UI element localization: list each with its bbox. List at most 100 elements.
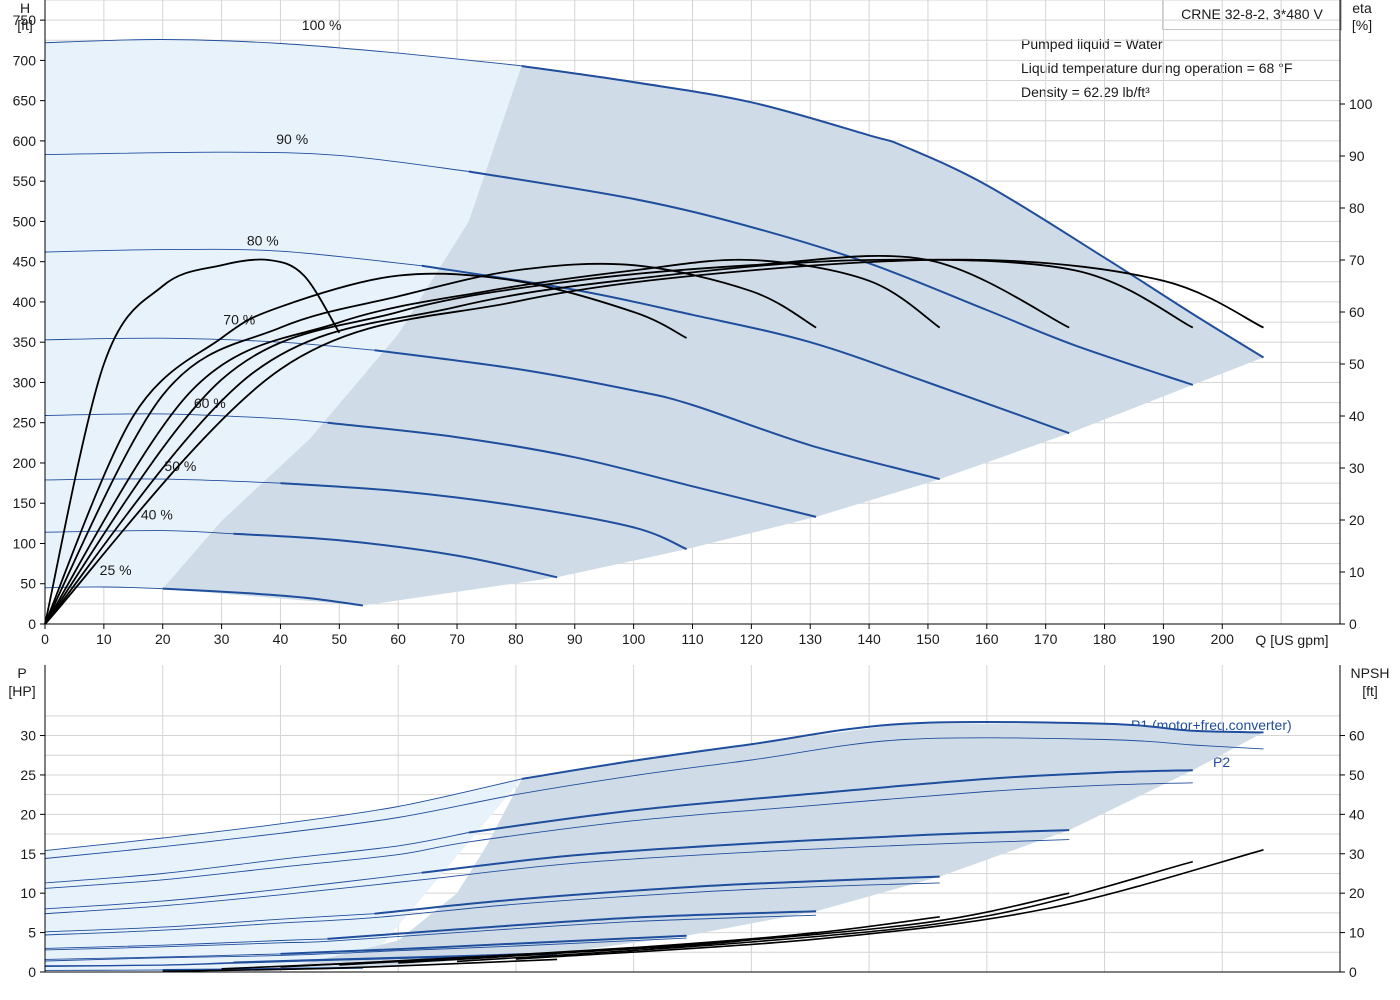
p1-curve <box>468 769 1193 834</box>
y-tick-label: 350 <box>13 334 37 350</box>
x-tick-label: 120 <box>740 631 764 647</box>
x-tick-label: 30 <box>214 631 230 647</box>
title-box: CRNE 32-8-2, 3*480 V <box>1162 0 1342 31</box>
speed-label: 40 % <box>141 506 173 522</box>
efficiency-curve <box>44 258 1194 625</box>
x-axis-label: Q [US gpm] <box>1255 632 1328 648</box>
y-tick-label: 100 <box>13 535 37 551</box>
p1-curve-extended <box>44 872 422 910</box>
y-tick-label: 750 <box>13 12 37 28</box>
y2-tick-label: 90 <box>1349 148 1365 164</box>
y2-axis-unit-percent: [%] <box>1352 17 1372 33</box>
y-tick-label: 450 <box>13 254 37 270</box>
y2-tick-label: 40 <box>1349 806 1365 822</box>
head-efficiency-plot: 100 %90 %80 %70 %60 %50 %40 %25 %0 10 20 30… <box>13 0 1373 647</box>
x-tick-label: 20 <box>155 631 171 647</box>
y2-tick-label: 30 <box>1349 460 1365 476</box>
speed-label: 80 % <box>247 233 279 249</box>
x-tick-label: 0 <box>41 631 49 647</box>
y2-tick-label: 60 <box>1349 304 1365 320</box>
speed-label: 50 % <box>164 458 196 474</box>
y-tick-label: 0 <box>28 964 36 980</box>
x-tick-label: 90 <box>567 631 583 647</box>
efficiency-curve <box>44 258 941 625</box>
x-tick-label: 40 <box>273 631 289 647</box>
y2-tick-label: 100 <box>1349 96 1373 112</box>
y2-tick-label: 20 <box>1349 512 1365 528</box>
speed-label: 90 % <box>276 131 308 147</box>
extended-range-region <box>45 778 522 971</box>
y-tick-label: 5 <box>28 925 36 941</box>
x-tick-label: 80 <box>508 631 524 647</box>
p2-curve <box>44 914 817 951</box>
y2-tick-label: 0 <box>1349 616 1357 632</box>
p1-curve-extended <box>44 962 234 967</box>
x-tick-label: 60 <box>390 631 406 647</box>
y-tick-label: 150 <box>13 495 37 511</box>
x-tick-label: 140 <box>857 631 881 647</box>
info-line-liquid: Pumped liquid = Water <box>1021 36 1163 52</box>
head-curve-extended <box>44 151 469 172</box>
x-tick-label: 170 <box>1034 631 1058 647</box>
y2-tick-label: 60 <box>1349 728 1365 744</box>
head-curve-extended <box>44 478 281 484</box>
info-line-temperature: Liquid temperature during operation = 68… <box>1021 60 1292 76</box>
y2-tick-label: 20 <box>1349 885 1365 901</box>
speed-label: 25 % <box>100 562 132 578</box>
power-axis-unit-hp: [HP] <box>8 683 35 699</box>
npsh-curve <box>162 958 558 972</box>
y2-tick-label: 50 <box>1349 767 1365 783</box>
y2-tick-label: 50 <box>1349 356 1365 372</box>
y-tick-label: 300 <box>13 374 37 390</box>
y-tick-label: 500 <box>13 213 37 229</box>
y-tick-label: 600 <box>13 133 37 149</box>
p1-curve-extended <box>44 938 328 949</box>
x-tick-label: 150 <box>916 631 940 647</box>
y-tick-label: 30 <box>20 728 36 744</box>
npsh-curve <box>456 860 1194 963</box>
x-tick-label: 10 <box>96 631 112 647</box>
npsh-curve <box>398 892 1070 964</box>
p1-curve-extended <box>44 832 469 884</box>
head-curve-extended <box>44 586 163 590</box>
chart-title: CRNE 32-8-2, 3*480 V <box>1181 6 1323 22</box>
y2-tick-label: 10 <box>1349 564 1365 580</box>
y-tick-label: 400 <box>13 294 37 310</box>
y-axis-label-h: H <box>20 0 30 16</box>
head-curve-extended <box>44 337 375 351</box>
p2-curve <box>44 782 1193 889</box>
y2-tick-label: 80 <box>1349 200 1365 216</box>
y2-tick-label: 30 <box>1349 846 1365 862</box>
p1-curve-extended <box>44 913 375 933</box>
efficiency-curve <box>44 258 1264 625</box>
head-curve-extended <box>44 530 234 535</box>
y-tick-label: 700 <box>13 52 37 68</box>
y-tick-label: 250 <box>13 415 37 431</box>
operating-region <box>162 65 1264 606</box>
head-curve <box>233 532 558 579</box>
y-tick-label: 550 <box>13 173 37 189</box>
p2-curve <box>44 737 1264 859</box>
y-axis-unit-ft: [ft] <box>17 17 33 33</box>
info-line-density: Density = 62.29 lb/ft³ <box>1021 84 1150 100</box>
head-curve <box>280 482 687 551</box>
p1-curve-extended <box>44 953 281 960</box>
head-curve <box>521 65 1265 359</box>
info-panel: Pumped liquid = Water Liquid temperature… <box>1013 30 1341 104</box>
y-tick-label: 15 <box>20 846 36 862</box>
operating-region <box>280 723 1264 970</box>
npsh-axis-label: NPSH <box>1351 665 1390 681</box>
head-curve-extended <box>44 39 528 67</box>
y-tick-label: 0 <box>28 616 36 632</box>
y-tick-label: 25 <box>20 767 36 783</box>
x-tick-label: 50 <box>332 631 348 647</box>
y-tick-label: 10 <box>20 885 36 901</box>
y2-tick-label: 70 <box>1349 252 1365 268</box>
npsh-curve <box>339 916 940 966</box>
p1-curve <box>374 875 940 915</box>
x-tick-label: 200 <box>1211 631 1235 647</box>
head-curve <box>162 587 364 607</box>
x-tick-label: 190 <box>1152 631 1176 647</box>
efficiency-curve <box>44 254 1070 625</box>
efficiency-curve <box>44 272 688 625</box>
